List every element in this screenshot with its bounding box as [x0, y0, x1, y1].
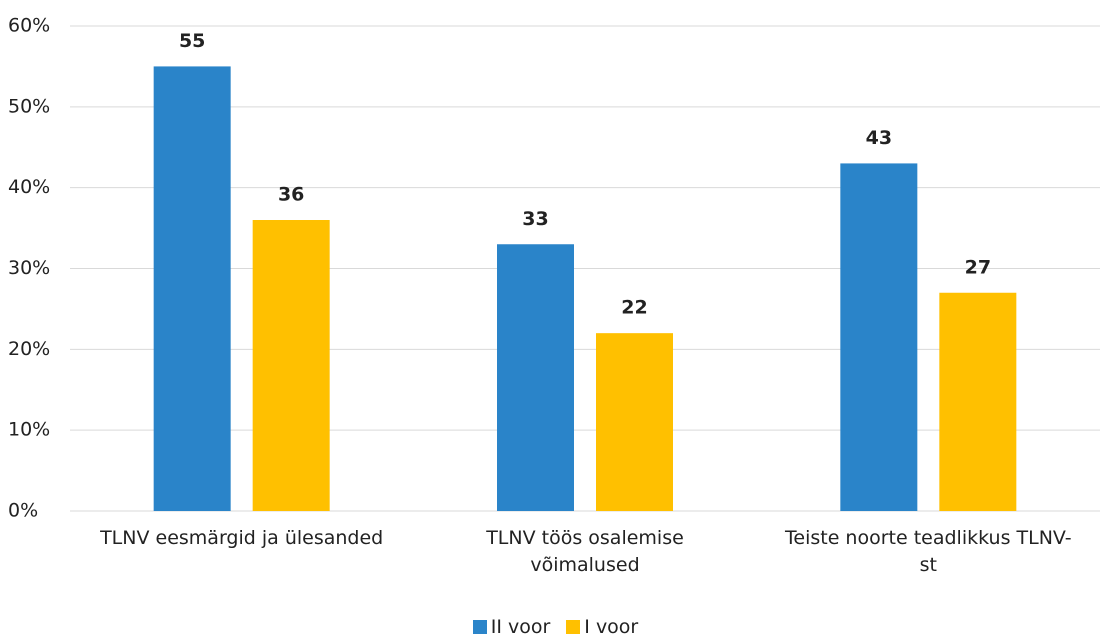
- legend-swatch: [566, 620, 581, 634]
- y-tick-label: 10%: [8, 419, 50, 441]
- data-label: 43: [866, 127, 892, 149]
- y-tick-label: 30%: [8, 257, 50, 279]
- y-tick-label: 0%: [8, 500, 38, 522]
- y-tick-label: 20%: [8, 338, 50, 360]
- data-label: 22: [621, 297, 647, 319]
- bar: [252, 220, 330, 511]
- data-label: 55: [179, 30, 205, 52]
- bar: [939, 292, 1017, 511]
- bar: [153, 66, 231, 512]
- y-tick-label: 40%: [8, 176, 50, 198]
- data-label: 36: [278, 184, 304, 206]
- legend-item: II voor: [472, 616, 551, 638]
- x-tick-label: TLNV töös osalemise võimalused: [486, 527, 684, 576]
- x-tick-label: TLNV eesmärgid ja ülesanded: [100, 527, 384, 549]
- bar: [840, 163, 918, 511]
- legend-item: I voor: [566, 616, 638, 638]
- bar: [596, 333, 673, 511]
- y-tick-label: 60%: [8, 15, 50, 37]
- y-tick-label: 50%: [8, 95, 50, 117]
- x-tick-label: Teiste noorte teadlikkus TLNV-st: [785, 527, 1072, 576]
- legend: II voor I voor: [0, 616, 1111, 638]
- legend-label: I voor: [584, 616, 639, 638]
- legend-label: II voor: [490, 616, 551, 638]
- bar: [497, 244, 574, 511]
- legend-swatch: [472, 620, 487, 634]
- data-label: 33: [522, 208, 548, 230]
- data-label: 27: [965, 256, 991, 278]
